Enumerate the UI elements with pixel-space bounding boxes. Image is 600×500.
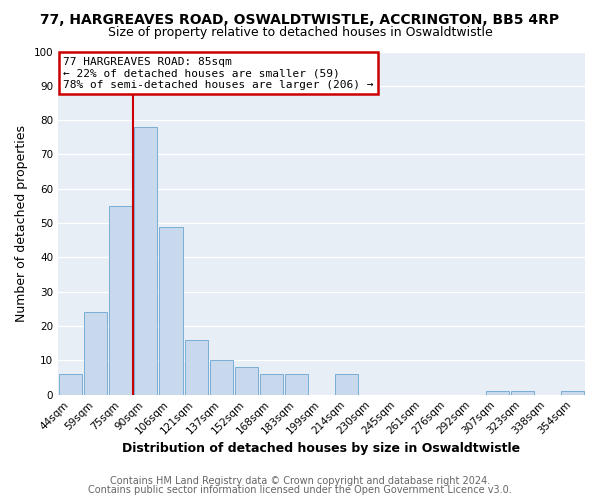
Bar: [561, 392, 584, 394]
Y-axis label: Number of detached properties: Number of detached properties: [15, 124, 28, 322]
Bar: [285, 374, 308, 394]
Bar: [59, 374, 82, 394]
Text: Contains HM Land Registry data © Crown copyright and database right 2024.: Contains HM Land Registry data © Crown c…: [110, 476, 490, 486]
Bar: [109, 206, 133, 394]
Bar: [335, 374, 358, 394]
Bar: [134, 127, 157, 394]
Bar: [511, 392, 534, 394]
Bar: [260, 374, 283, 394]
Text: 77, HARGREAVES ROAD, OSWALDTWISTLE, ACCRINGTON, BB5 4RP: 77, HARGREAVES ROAD, OSWALDTWISTLE, ACCR…: [40, 12, 560, 26]
Bar: [160, 226, 182, 394]
Bar: [209, 360, 233, 394]
Bar: [185, 340, 208, 394]
X-axis label: Distribution of detached houses by size in Oswaldtwistle: Distribution of detached houses by size …: [122, 442, 521, 455]
Bar: [235, 368, 258, 394]
Text: Size of property relative to detached houses in Oswaldtwistle: Size of property relative to detached ho…: [107, 26, 493, 39]
Bar: [84, 312, 107, 394]
Text: 77 HARGREAVES ROAD: 85sqm
← 22% of detached houses are smaller (59)
78% of semi-: 77 HARGREAVES ROAD: 85sqm ← 22% of detac…: [64, 56, 374, 90]
Bar: [485, 392, 509, 394]
Text: Contains public sector information licensed under the Open Government Licence v3: Contains public sector information licen…: [88, 485, 512, 495]
